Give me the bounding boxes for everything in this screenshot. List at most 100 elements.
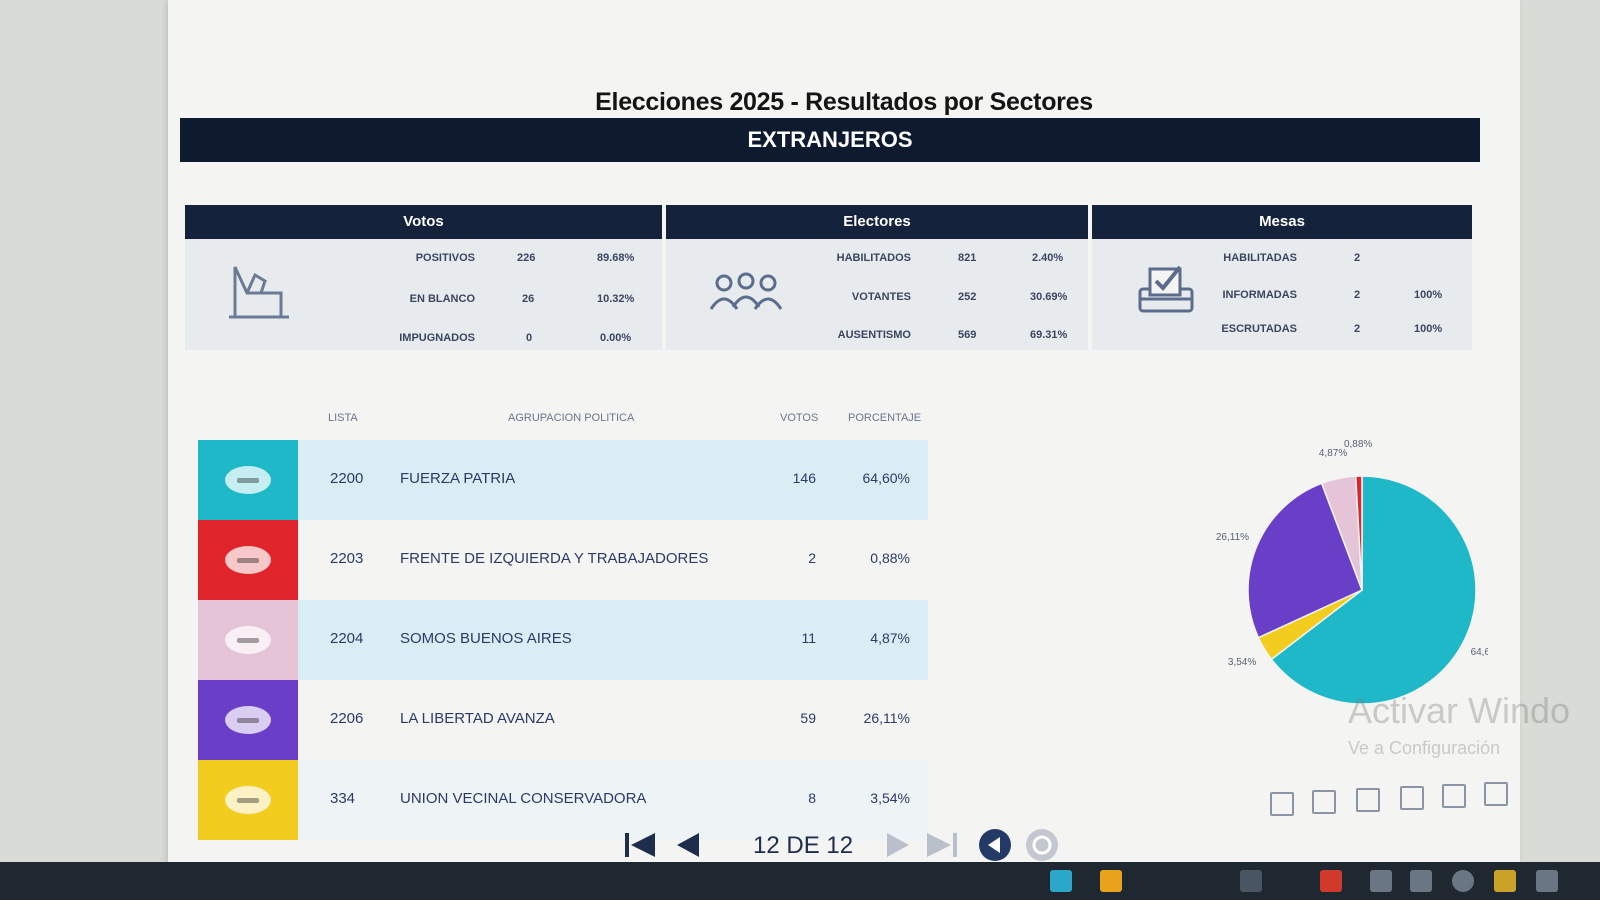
party-votes: 59 xyxy=(800,710,816,726)
party-list-number: 334 xyxy=(330,790,356,807)
party-percent: 26,11% xyxy=(863,710,910,726)
pie-slice-label: 4,87% xyxy=(1319,448,1347,459)
people-group-icon xyxy=(708,271,784,320)
party-percent: 0,88% xyxy=(870,550,910,566)
party-list-number: 2203 xyxy=(330,550,364,567)
party-logo xyxy=(198,440,298,520)
party-votes: 8 xyxy=(808,790,816,806)
party-percent: 64,60% xyxy=(862,470,910,486)
stat-label: POSITIVOS xyxy=(415,252,475,264)
stat-value: 252 xyxy=(958,291,977,303)
taskbar-app-icon[interactable] xyxy=(1320,870,1342,892)
stat-label: ESCRUTADAS xyxy=(1221,323,1297,335)
party-list-number: 2200 xyxy=(330,470,364,487)
stat-value: 226 xyxy=(517,252,536,264)
stat-percent: 0.00% xyxy=(600,332,632,344)
party-logo xyxy=(198,520,298,600)
two-column-view-icon[interactable] xyxy=(1356,788,1380,812)
stat-percent: 100% xyxy=(1414,323,1443,335)
party-votes: 11 xyxy=(801,630,816,646)
party-votes: 2 xyxy=(808,550,816,566)
ballot-box-icon xyxy=(225,257,295,326)
fullscreen-icon[interactable] xyxy=(1484,782,1508,806)
pie-slice xyxy=(1247,482,1363,639)
header-agrupacion: AGRUPACION POLITICA xyxy=(508,412,635,424)
stat-value: 821 xyxy=(958,252,977,264)
stat-label: INFORMADAS xyxy=(1222,289,1297,301)
header-votos: VOTOS xyxy=(780,412,819,424)
party-row[interactable]: 334 UNION VECINAL CONSERVADORA 8 3,54% xyxy=(198,760,928,840)
stat-value: 2 xyxy=(1354,252,1361,264)
grid-view-icon[interactable] xyxy=(1400,786,1424,810)
stat-label: HABILITADAS xyxy=(1223,252,1297,264)
party-logo xyxy=(198,760,298,840)
last-page-icon[interactable] xyxy=(925,830,959,867)
single-page-view-icon[interactable] xyxy=(1270,792,1294,816)
mesas-panel: Mesas HABILITADAS 2 INFORMADAS 2 100% ES… xyxy=(1092,205,1472,350)
stat-value: 2 xyxy=(1354,323,1361,335)
sector-name: EXTRANJEROS xyxy=(747,127,913,152)
stat-percent: 10.32% xyxy=(597,293,635,305)
party-name: FRENTE DE IZQUIERDA Y TRABAJADORES xyxy=(400,550,709,567)
results-pie-chart: 64,60% 3,54% 26,11% 4,87%0,88% xyxy=(1216,439,1488,705)
pie-slice-label: 0,88% xyxy=(1344,439,1372,450)
party-percent: 4,87% xyxy=(870,630,910,646)
previous-page-icon[interactable] xyxy=(675,830,701,867)
watermark-line2: Ve a Configuración xyxy=(1348,738,1501,758)
wifi-icon[interactable] xyxy=(1536,870,1558,892)
sector-banner: EXTRANJEROS xyxy=(180,118,1480,162)
next-page-icon[interactable] xyxy=(885,830,911,867)
stat-percent: 69.31% xyxy=(1030,329,1068,341)
party-name: LA LIBERTAD AVANZA xyxy=(400,710,555,727)
mesas-panel-title: Mesas xyxy=(1092,205,1472,239)
stat-value: 26 xyxy=(522,293,535,305)
electores-panel: Electores HABILITADOS 821 2.40% VOTANTES… xyxy=(666,205,1088,350)
windows-taskbar xyxy=(0,862,1600,900)
party-row[interactable]: 2206 LA LIBERTAD AVANZA 59 26,11% xyxy=(198,680,928,760)
pie-slice-label: 64,60% xyxy=(1471,647,1488,658)
party-votes: 146 xyxy=(792,470,816,486)
party-name: UNION VECINAL CONSERVADORA xyxy=(400,790,647,807)
votos-panel: Votos POSITIVOS 226 89.68% EN BLANCO 26 … xyxy=(185,205,662,350)
stat-percent: 30.69% xyxy=(1030,291,1068,303)
refresh-icon[interactable] xyxy=(1025,828,1059,869)
stat-label: EN BLANCO xyxy=(409,293,475,305)
pie-slice-label: 3,54% xyxy=(1228,657,1256,668)
stat-percent: 2.40% xyxy=(1032,252,1064,264)
fit-page-icon[interactable] xyxy=(1442,784,1466,808)
report-pager: 12 DE 12 xyxy=(623,828,1103,868)
party-row[interactable]: 2200 FUERZA PATRIA 146 64,60% xyxy=(198,440,928,520)
party-logo xyxy=(198,680,298,760)
party-list-number: 2204 xyxy=(330,630,364,647)
report-page: Elecciones 2025 - Resultados por Sectore… xyxy=(168,0,1570,900)
keyboard-icon[interactable] xyxy=(1370,870,1392,892)
header-porcentaje: PORCENTAJE xyxy=(848,412,922,424)
party-row[interactable]: 2204 SOMOS BUENOS AIRES 11 4,87% xyxy=(198,600,928,680)
party-name: FUERZA PATRIA xyxy=(400,470,516,487)
party-row[interactable]: 2203 FRENTE DE IZQUIERDA Y TRABAJADORES … xyxy=(198,520,928,600)
taskbar-app-icon[interactable] xyxy=(1050,870,1072,892)
taskbar-app-icon[interactable] xyxy=(1240,870,1262,892)
stat-percent: 89.68% xyxy=(597,252,635,264)
first-page-icon[interactable] xyxy=(623,830,657,867)
votos-panel-title: Votos xyxy=(185,205,662,239)
two-row-view-icon[interactable] xyxy=(1312,790,1336,814)
activation-watermark: Activar Windo Ve a Configuración xyxy=(1348,690,1570,759)
cloud-icon[interactable] xyxy=(1452,870,1474,892)
taskbar-app-icon[interactable] xyxy=(1100,870,1122,892)
speaker-icon[interactable] xyxy=(1410,870,1432,892)
back-circle-icon[interactable] xyxy=(978,828,1012,869)
party-logo xyxy=(198,600,298,680)
stat-label: HABILITADOS xyxy=(836,252,911,264)
page-indicator: 12 DE 12 xyxy=(753,832,854,859)
security-shield-icon[interactable] xyxy=(1494,870,1516,892)
pie-slice xyxy=(1354,475,1363,591)
stat-percent: 100% xyxy=(1414,289,1443,301)
pie-slice-label: 26,11% xyxy=(1216,532,1249,543)
report-title: Elecciones 2025 - Resultados por Sectore… xyxy=(595,88,1093,116)
stat-label: AUSENTISMO xyxy=(837,329,911,341)
stat-label: VOTANTES xyxy=(851,291,911,303)
party-list-number: 2206 xyxy=(330,710,364,727)
pie-slice xyxy=(1270,475,1477,705)
stat-value: 0 xyxy=(526,332,533,344)
